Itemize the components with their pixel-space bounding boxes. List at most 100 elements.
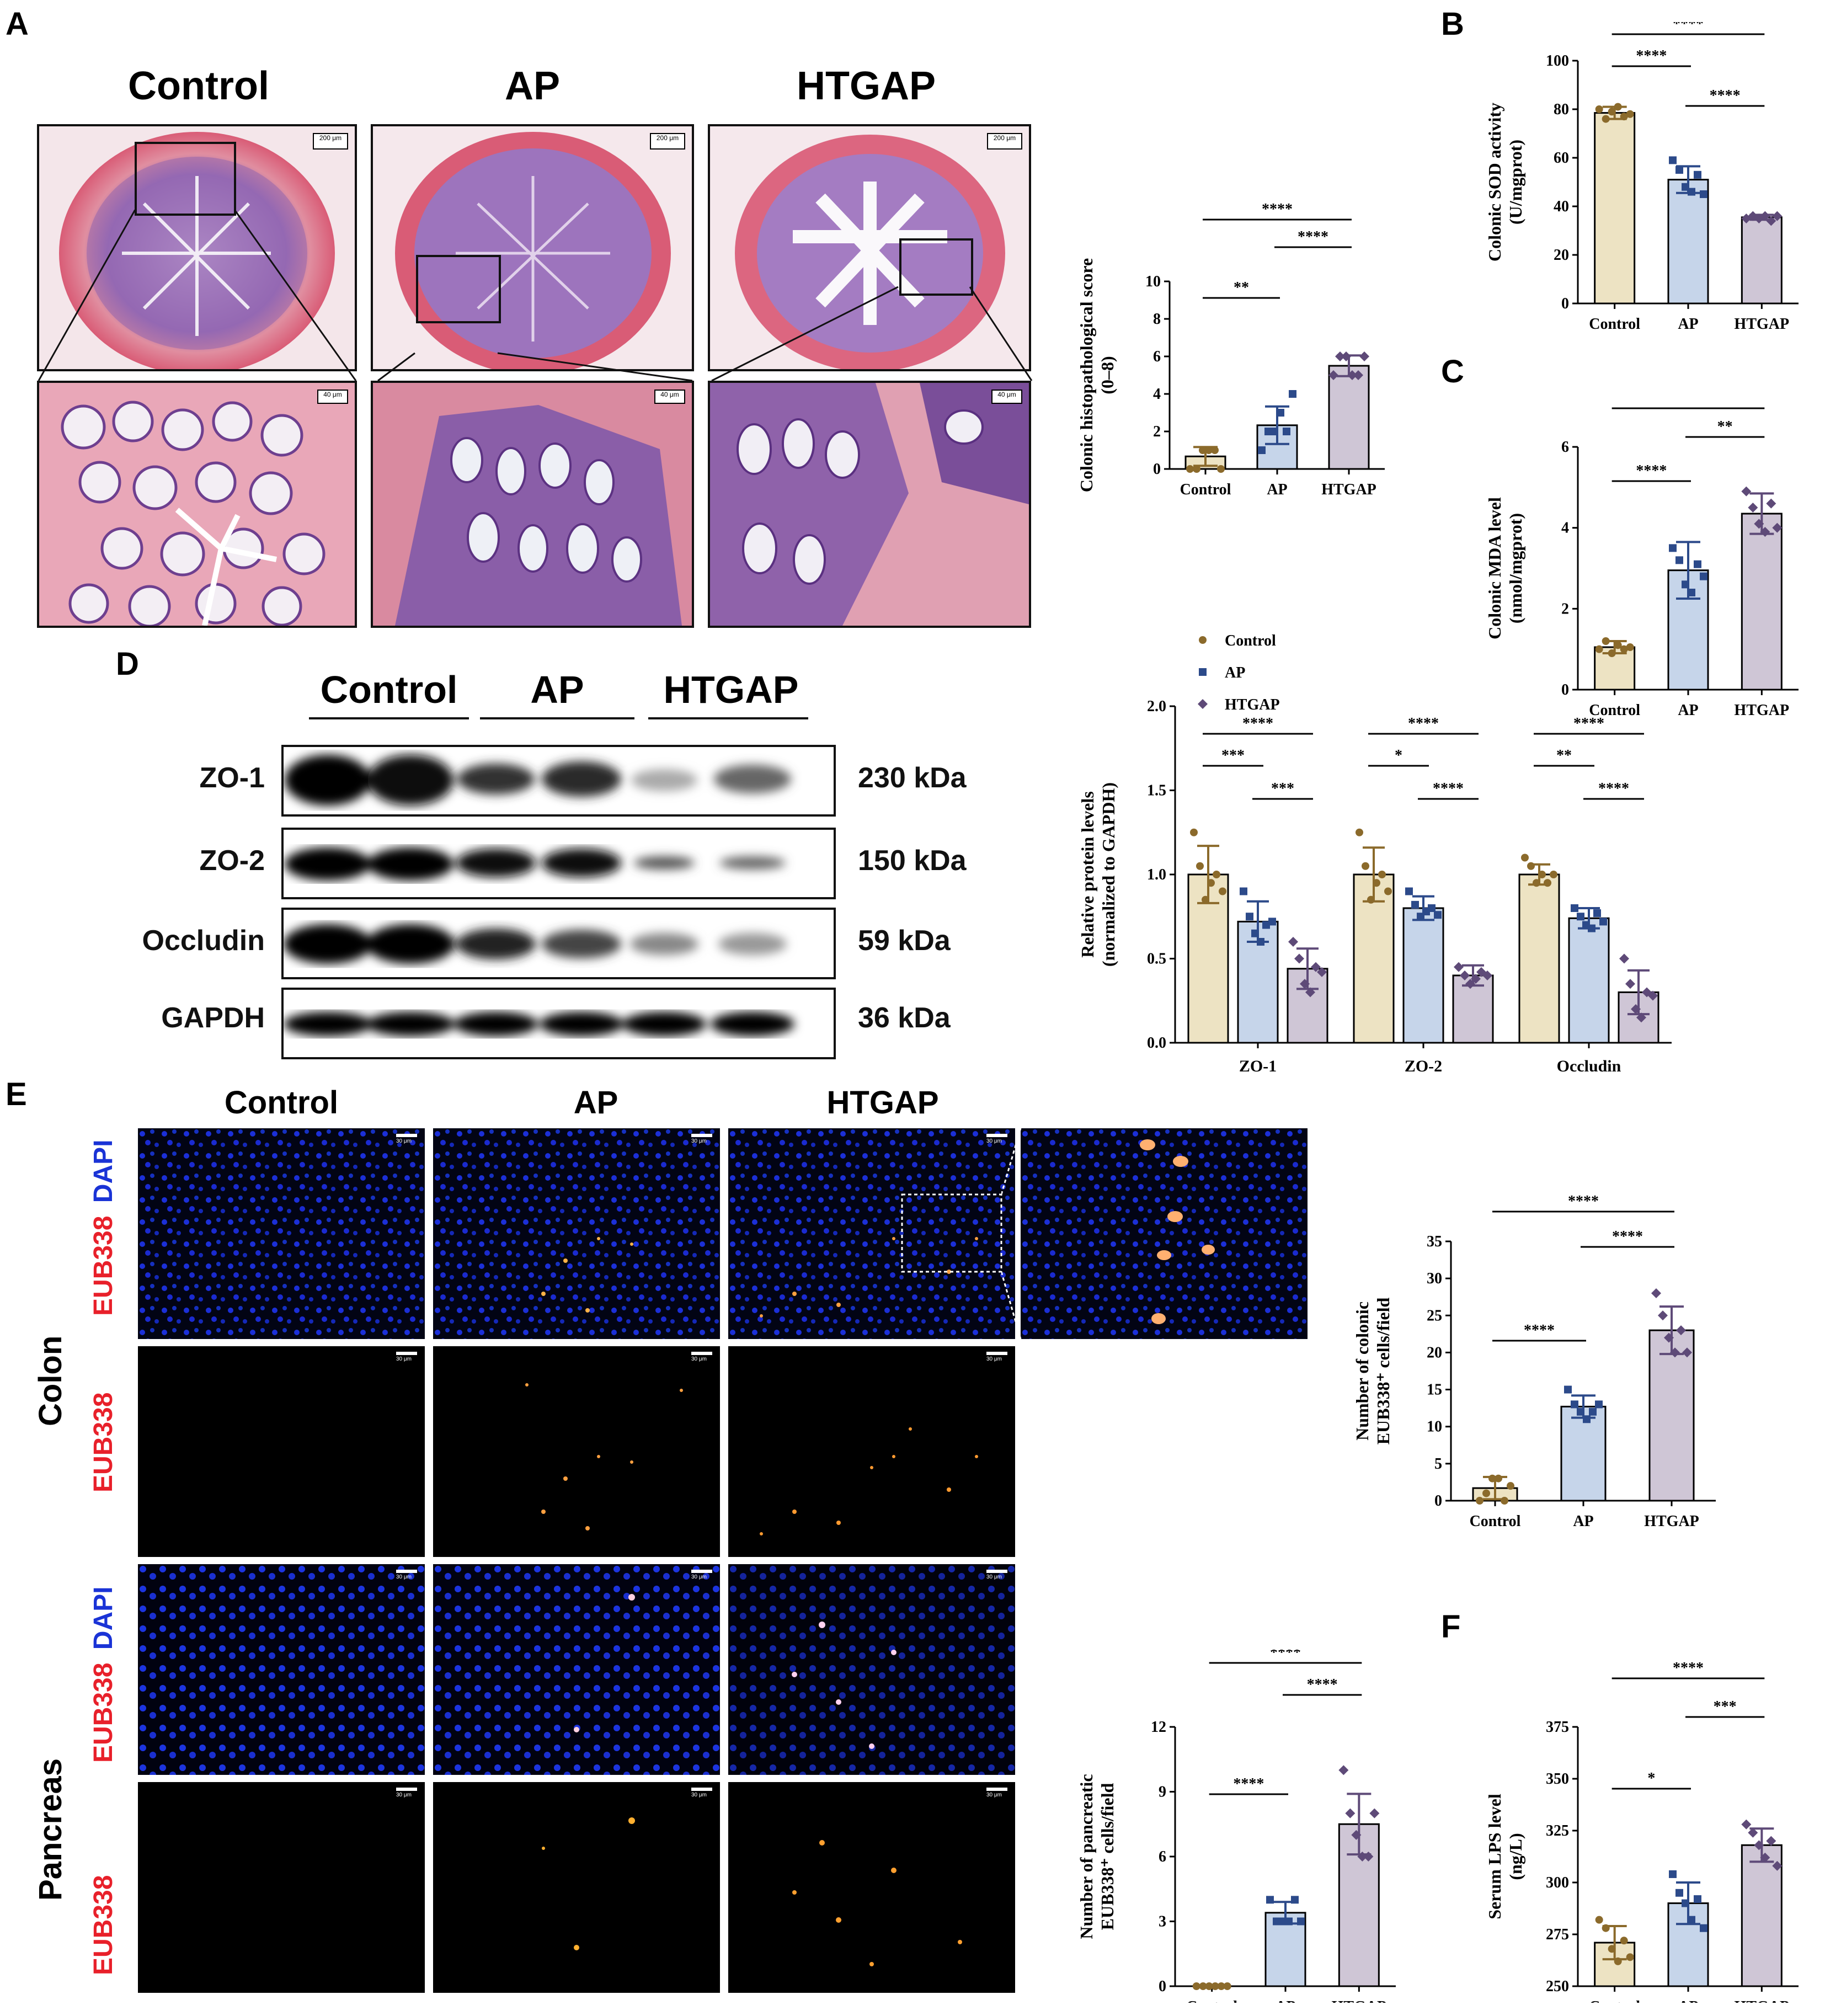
blot-row-label-gapdh: GAPDH [161,1002,265,1034]
bar [1328,365,1370,470]
y-tick-label: 35 [1427,1233,1442,1250]
data-point [1219,887,1226,895]
x-tick-label: AP [1275,1998,1295,2003]
y-axis-label: Colonic histopathological score [1076,258,1096,492]
data-point [1675,1889,1683,1897]
data-point [1760,1852,1770,1863]
x-tick-label: AP [1573,1513,1593,1530]
data-point [1588,924,1595,932]
y-axis-label: EUB338⁺ cells/field [1373,1297,1393,1444]
data-point [1670,1347,1680,1358]
x-tick-label: HTGAP [1332,1998,1387,2003]
x-tick-label: Occludin [1557,1057,1621,1075]
he-image-ap-overview: 200 μm [371,124,694,371]
y-axis-label: Number of colonic [1352,1302,1372,1441]
fl-scalebar: 30 μm [396,1788,417,1798]
x-tick-label: AP [1678,1998,1698,2003]
y-tick-label: 2.0 [1147,698,1166,715]
blot-row-label-zo2: ZO-2 [199,845,265,877]
y-tick-label: 0 [1153,461,1161,478]
significance-label: **** [1710,87,1741,104]
y-tick-label: 15 [1427,1382,1442,1399]
y-tick-label: 0 [1561,295,1569,312]
stain-label-row3: EUB338 DAPI [88,1587,119,1763]
data-point [1664,1332,1674,1343]
x-tick-label: AP [1678,316,1698,333]
legend-label: Control [1225,632,1276,649]
data-point [1669,1870,1677,1878]
fl-scalebar: 30 μm [396,1134,417,1144]
stain-label-row1: EUB338 DAPI [88,1140,119,1316]
legend-label: HTGAP [1225,696,1280,713]
chart-serum-lps: 250 275 300 325 350 375 Serum LPS level(ng/L) C… [1485,1660,1799,2003]
bar [1648,1329,1695,1502]
data-point [1353,370,1363,380]
x-tick-label: ZO-2 [1405,1057,1442,1075]
blot-group-control: Control [320,668,458,711]
data-point [1207,879,1215,887]
data-point [1766,216,1776,226]
y-tick-label: 6 [1561,439,1569,456]
data-point [1651,1288,1661,1298]
data-point [1190,828,1198,836]
data-point [1454,962,1464,972]
data-point [1268,918,1276,926]
data-point [1266,1896,1274,1904]
stain-label-row2: EUB338 [89,1392,118,1492]
x-tick-label: HTGAP [1644,1513,1699,1530]
fl-pancreas-merge-control: 30 μm [138,1564,425,1775]
data-point [1273,1917,1280,1926]
data-point [1363,1852,1374,1862]
fl-column-htgap: HTGAP [826,1085,939,1121]
x-tick-label: Control [1589,316,1640,333]
x-tick-label: HTGAP [1735,1998,1790,2003]
data-point [1205,446,1213,454]
data-point [1595,1916,1603,1924]
significance-label: ** [1556,747,1572,764]
y-tick-label: 325 [1546,1822,1569,1839]
data-point [1544,879,1551,887]
data-point [1675,556,1683,564]
y-tick-label: 100 [1546,52,1569,70]
data-point [1411,900,1419,909]
significance-label: **** [1673,403,1704,407]
x-tick-label: AP [1267,481,1287,498]
data-point [1246,913,1253,921]
data-point [1754,1840,1764,1850]
data-point [1636,1012,1646,1023]
y-tick-label: 0 [1561,681,1569,698]
significance-label: **** [1573,715,1604,732]
data-point [1658,1310,1668,1321]
y-axis-label: (ng/L) [1506,1833,1525,1880]
data-point [1620,113,1628,121]
data-point [1205,1982,1213,1990]
panel-letter-c: C [1441,354,1464,390]
data-point [1311,962,1321,972]
data-point [1345,1808,1356,1818]
chart-histopathological-score: 0 2 4 6 8 10 Colonic histopathological score (0… [1076,201,1385,498]
data-point [1317,967,1327,977]
data-point [1760,211,1770,221]
data-point [1682,580,1689,589]
data-point [1362,862,1369,870]
x-tick-label: HTGAP [1735,702,1790,719]
fl-scalebar: 30 μm [691,1570,712,1580]
data-point [1533,879,1540,887]
y-tick-label: 40 [1554,198,1569,215]
data-point [1465,979,1475,989]
data-point [1571,1400,1578,1409]
chart-pancreatic-eub338: 0 3 6 9 12 Number of pancreatic EUB338⁺ cells/… [1076,1650,1396,2003]
data-point [1356,828,1363,836]
x-tick-label: HTGAP [1321,481,1376,498]
data-point [1482,970,1492,980]
data-point [1741,486,1752,497]
data-point [1285,1917,1293,1926]
data-point [1700,1924,1707,1932]
data-point [1595,105,1603,113]
bar [1741,513,1783,691]
fl-pancreas-eub338-ap: 30 μm [433,1782,720,1993]
blot-row-label-occludin: Occludin [142,925,265,957]
data-point [1300,979,1310,989]
panel-letter-e: E [6,1076,27,1112]
y-axis-label: Colonic MDA level [1485,497,1504,639]
